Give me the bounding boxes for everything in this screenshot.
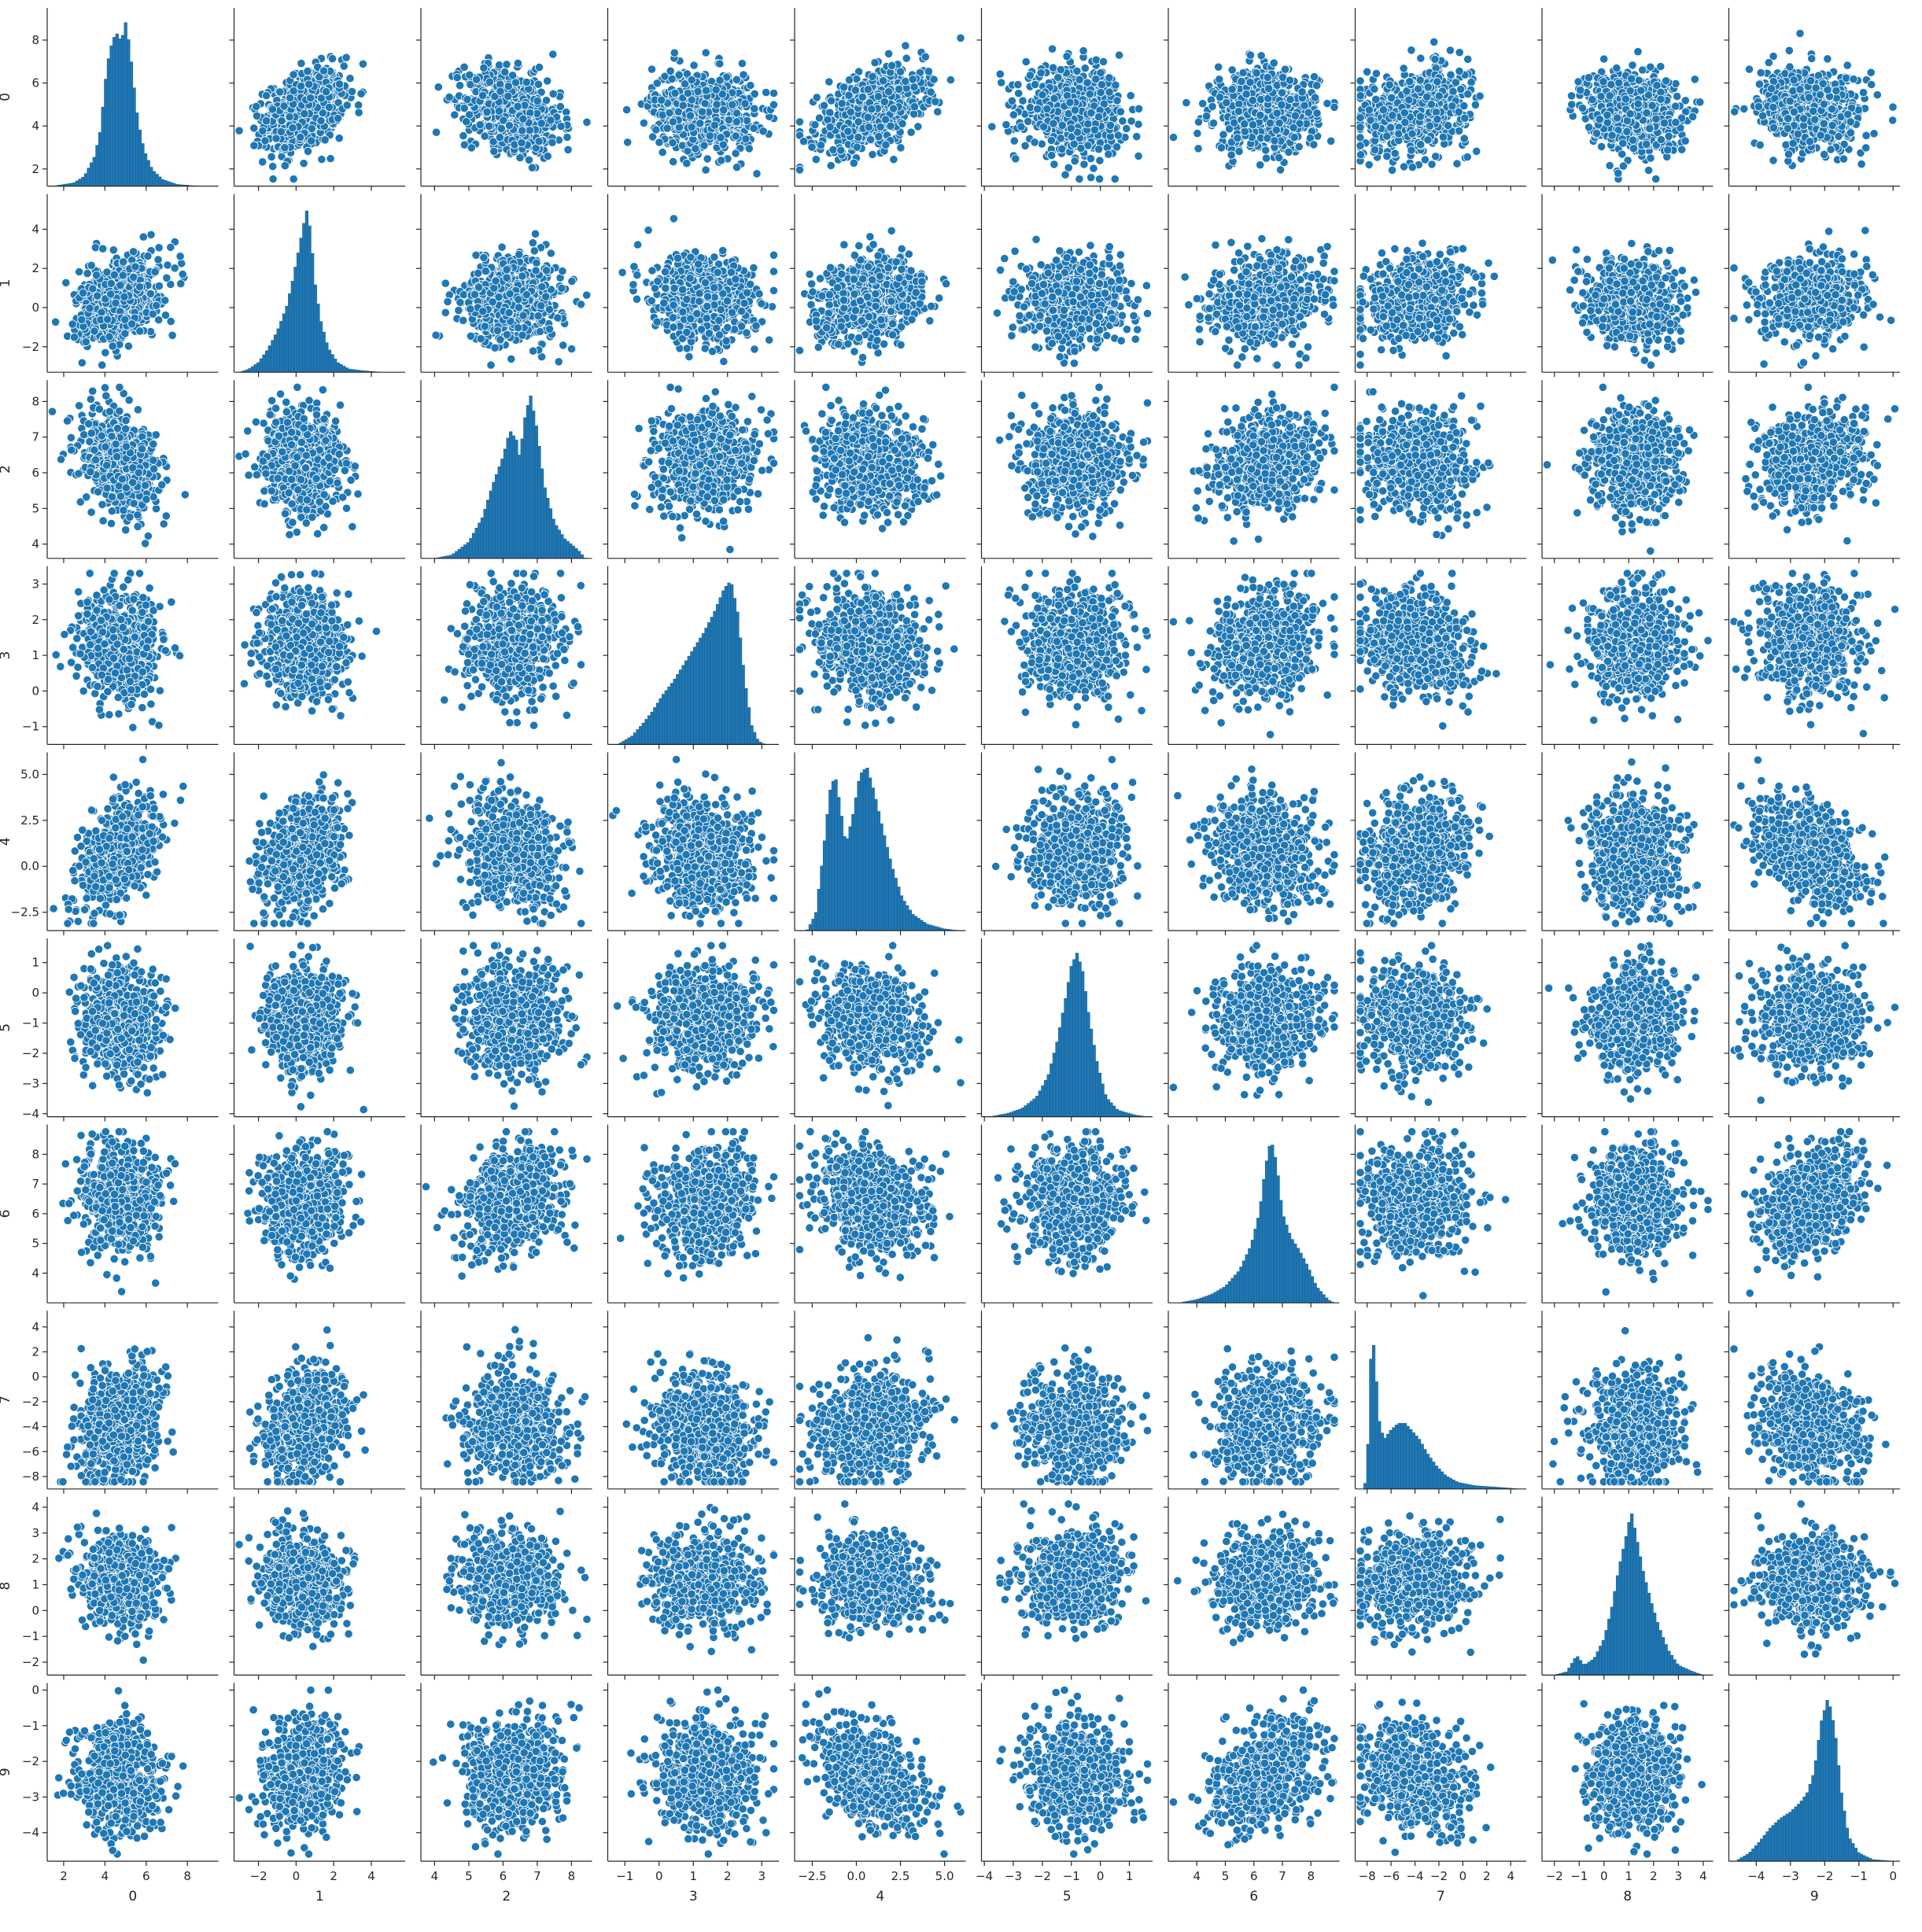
scatter-point: [269, 175, 277, 183]
histogram-bar-0-23: [113, 37, 116, 186]
histogram-bar-0-35: [147, 160, 150, 186]
histogram-bar-0-38: [156, 174, 159, 186]
histogram-bar-0-37: [153, 171, 156, 186]
histogram-bar-0-30: [133, 88, 136, 186]
histogram-bar-0-27: [124, 23, 127, 186]
histogram-bar-0-9: [73, 183, 76, 186]
histogram-bar-0-10: [76, 181, 79, 186]
scatter-point: [235, 127, 243, 135]
y-tick-label: 2: [31, 162, 39, 176]
scatter-points-0-1: [235, 53, 367, 183]
histogram-bar-0-34: [144, 153, 147, 186]
y-axis-label-0: 0: [0, 93, 13, 101]
histogram-bar-0-11: [79, 179, 82, 186]
histogram-bar-0-29: [130, 62, 133, 186]
histogram-bar-0-22: [110, 46, 113, 186]
histogram-bar-0-26: [121, 35, 124, 186]
histogram-bar-0-21: [107, 59, 110, 186]
histogram-bar-0-24: [116, 34, 119, 186]
histogram-bar-0-14: [87, 168, 90, 186]
histogram-bar-0-39: [158, 177, 161, 186]
histogram-bar-0-17: [96, 146, 99, 186]
y-tick-label: 4: [31, 119, 39, 133]
panel-0-0: 2 4 6 8 0: [0, 8, 219, 191]
histogram-bar-0-16: [93, 157, 96, 186]
histogram-bar-0-43: [170, 183, 173, 186]
histogram-bar-0-41: [164, 181, 168, 186]
histogram-bar-0-33: [142, 144, 145, 186]
scatter-point: [269, 162, 277, 170]
histogram-bar-0-12: [82, 177, 85, 186]
y-tick-label: 8: [31, 33, 39, 47]
histogram-bar-0-20: [105, 79, 108, 186]
histogram-bar-0-13: [84, 174, 87, 186]
y-tick-label: 6: [31, 76, 39, 90]
histogram-bar-0-36: [150, 168, 153, 186]
histogram-bar-0-18: [98, 132, 101, 186]
histogram-bar-0-42: [167, 182, 170, 186]
histogram-bar-0-19: [101, 107, 105, 186]
histogram-bar-0-40: [161, 179, 164, 186]
histogram-bar-0-25: [119, 39, 122, 186]
scatter-point: [354, 101, 362, 109]
pairplot-panels: 24680−20241456782−101233−2.50.02.55.04−4…: [0, 8, 1900, 1904]
histogram-bar-0-31: [135, 112, 138, 186]
panel-0-1: [230, 8, 406, 191]
histogram-bar-0-28: [127, 39, 131, 186]
histogram-bar-0-32: [138, 130, 142, 186]
histogram-bar-0-15: [90, 163, 93, 186]
